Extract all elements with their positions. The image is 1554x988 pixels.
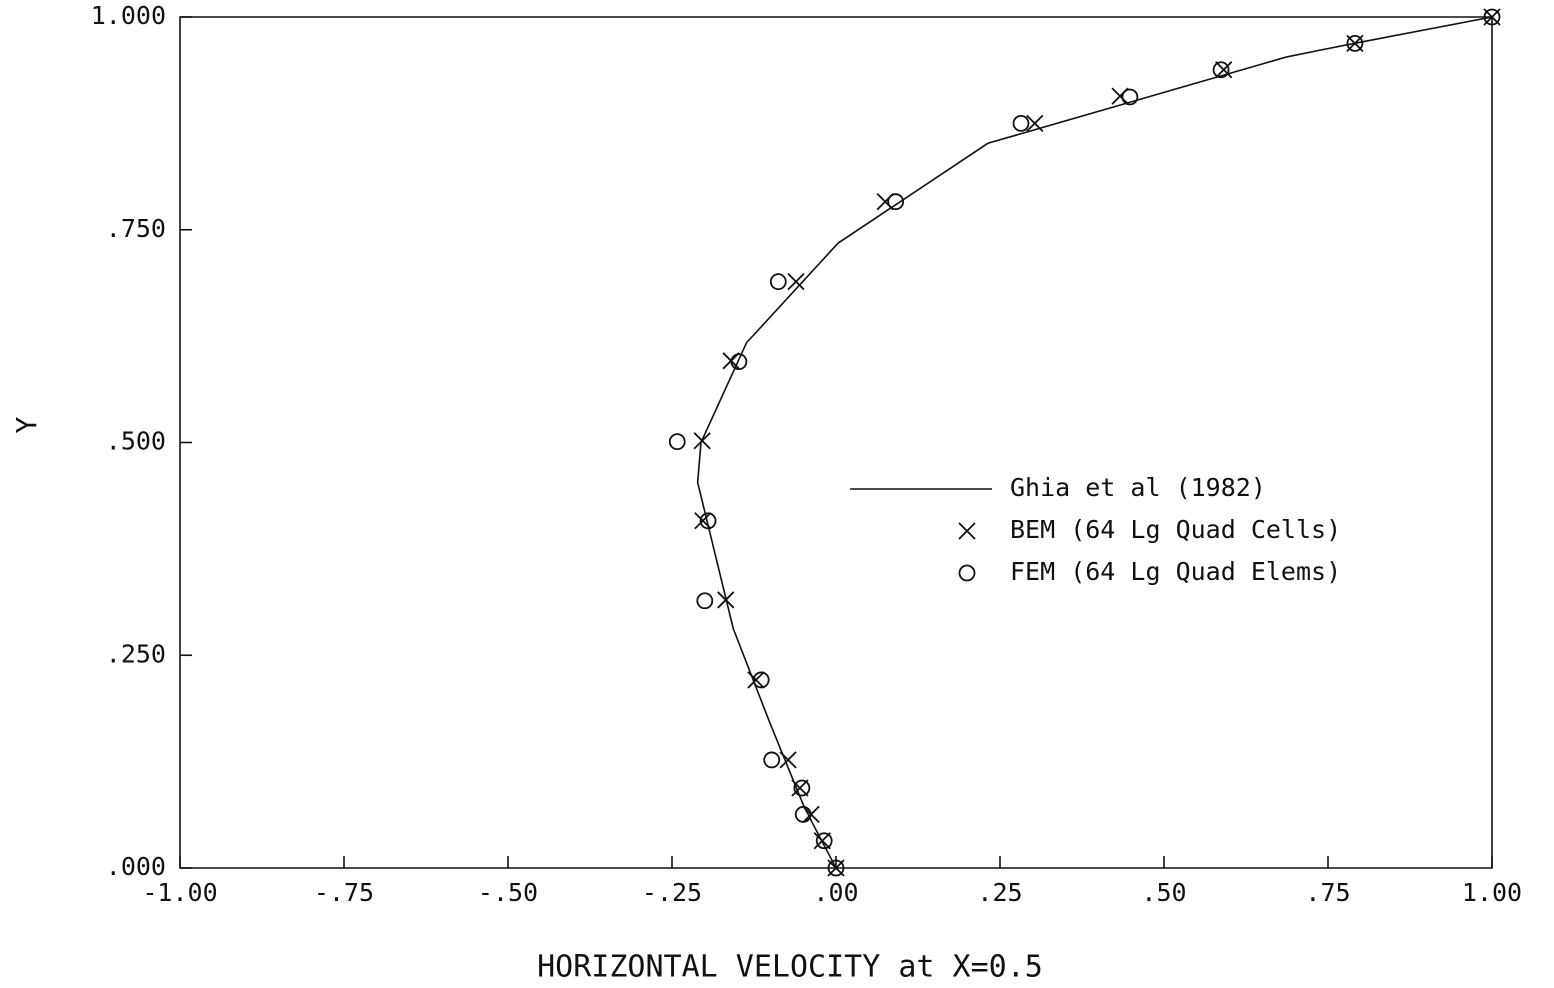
- x-marker: [1026, 114, 1044, 133]
- circle-marker: [794, 805, 812, 823]
- circle-marker: [827, 859, 845, 877]
- circle-marker: [1121, 88, 1139, 106]
- x-marker: [693, 432, 711, 450]
- x-marker: [1215, 61, 1233, 79]
- legend-label: Ghia et al (1982): [1010, 473, 1266, 502]
- circle-marker: [763, 751, 781, 769]
- circle-marker: [696, 592, 714, 610]
- x-marker: [958, 522, 976, 540]
- circle-marker: [958, 564, 976, 582]
- circle-marker: [1346, 34, 1364, 52]
- x-tick-label: -.50: [478, 878, 538, 907]
- circle-marker: [887, 193, 905, 211]
- circle-marker: [699, 512, 717, 530]
- y-tick-label: 1.000: [91, 1, 166, 30]
- x-tick-label: 1.00: [1462, 878, 1522, 907]
- x-tick-label: -.75: [314, 878, 374, 907]
- x-marker: [791, 779, 809, 797]
- y-tick-label: .500: [106, 427, 166, 456]
- y-tick-label: .250: [106, 639, 166, 668]
- x-marker: [779, 751, 797, 769]
- x-marker: [694, 512, 712, 530]
- x-axis-label: HORIZONTAL VELOCITY at X=0.5: [537, 950, 1043, 985]
- x-tick-label: .75: [1305, 878, 1350, 907]
- x-marker: [813, 832, 831, 850]
- reference-line: [696, 16, 1493, 869]
- circle-marker: [668, 433, 686, 451]
- y-axis-label: Y: [10, 416, 43, 433]
- x-tick-label: .25: [977, 878, 1022, 907]
- x-marker: [747, 671, 765, 689]
- y-tick-label: .750: [106, 214, 166, 243]
- x-marker: [717, 591, 735, 609]
- circle-marker: [815, 832, 833, 850]
- x-tick-label: -1.00: [142, 878, 217, 907]
- circle-marker: [730, 353, 748, 371]
- circle-marker: [752, 671, 770, 689]
- legend-label: FEM (64 Lg Quad Elems): [1010, 557, 1341, 586]
- circle-marker: [1012, 114, 1030, 132]
- x-tick-label: -.25: [642, 878, 702, 907]
- y-tick-label: .000: [106, 852, 166, 881]
- x-marker: [787, 273, 805, 291]
- x-tick-label: .00: [813, 878, 858, 907]
- circle-marker: [1212, 61, 1230, 79]
- plot-frame: [179, 16, 1493, 869]
- x-tick-label: .50: [1141, 878, 1186, 907]
- circle-marker: [1483, 8, 1501, 26]
- circle-marker: [769, 273, 787, 291]
- legend-label: BEM (64 Lg Quad Cells): [1010, 515, 1341, 544]
- circle-marker: [793, 779, 811, 797]
